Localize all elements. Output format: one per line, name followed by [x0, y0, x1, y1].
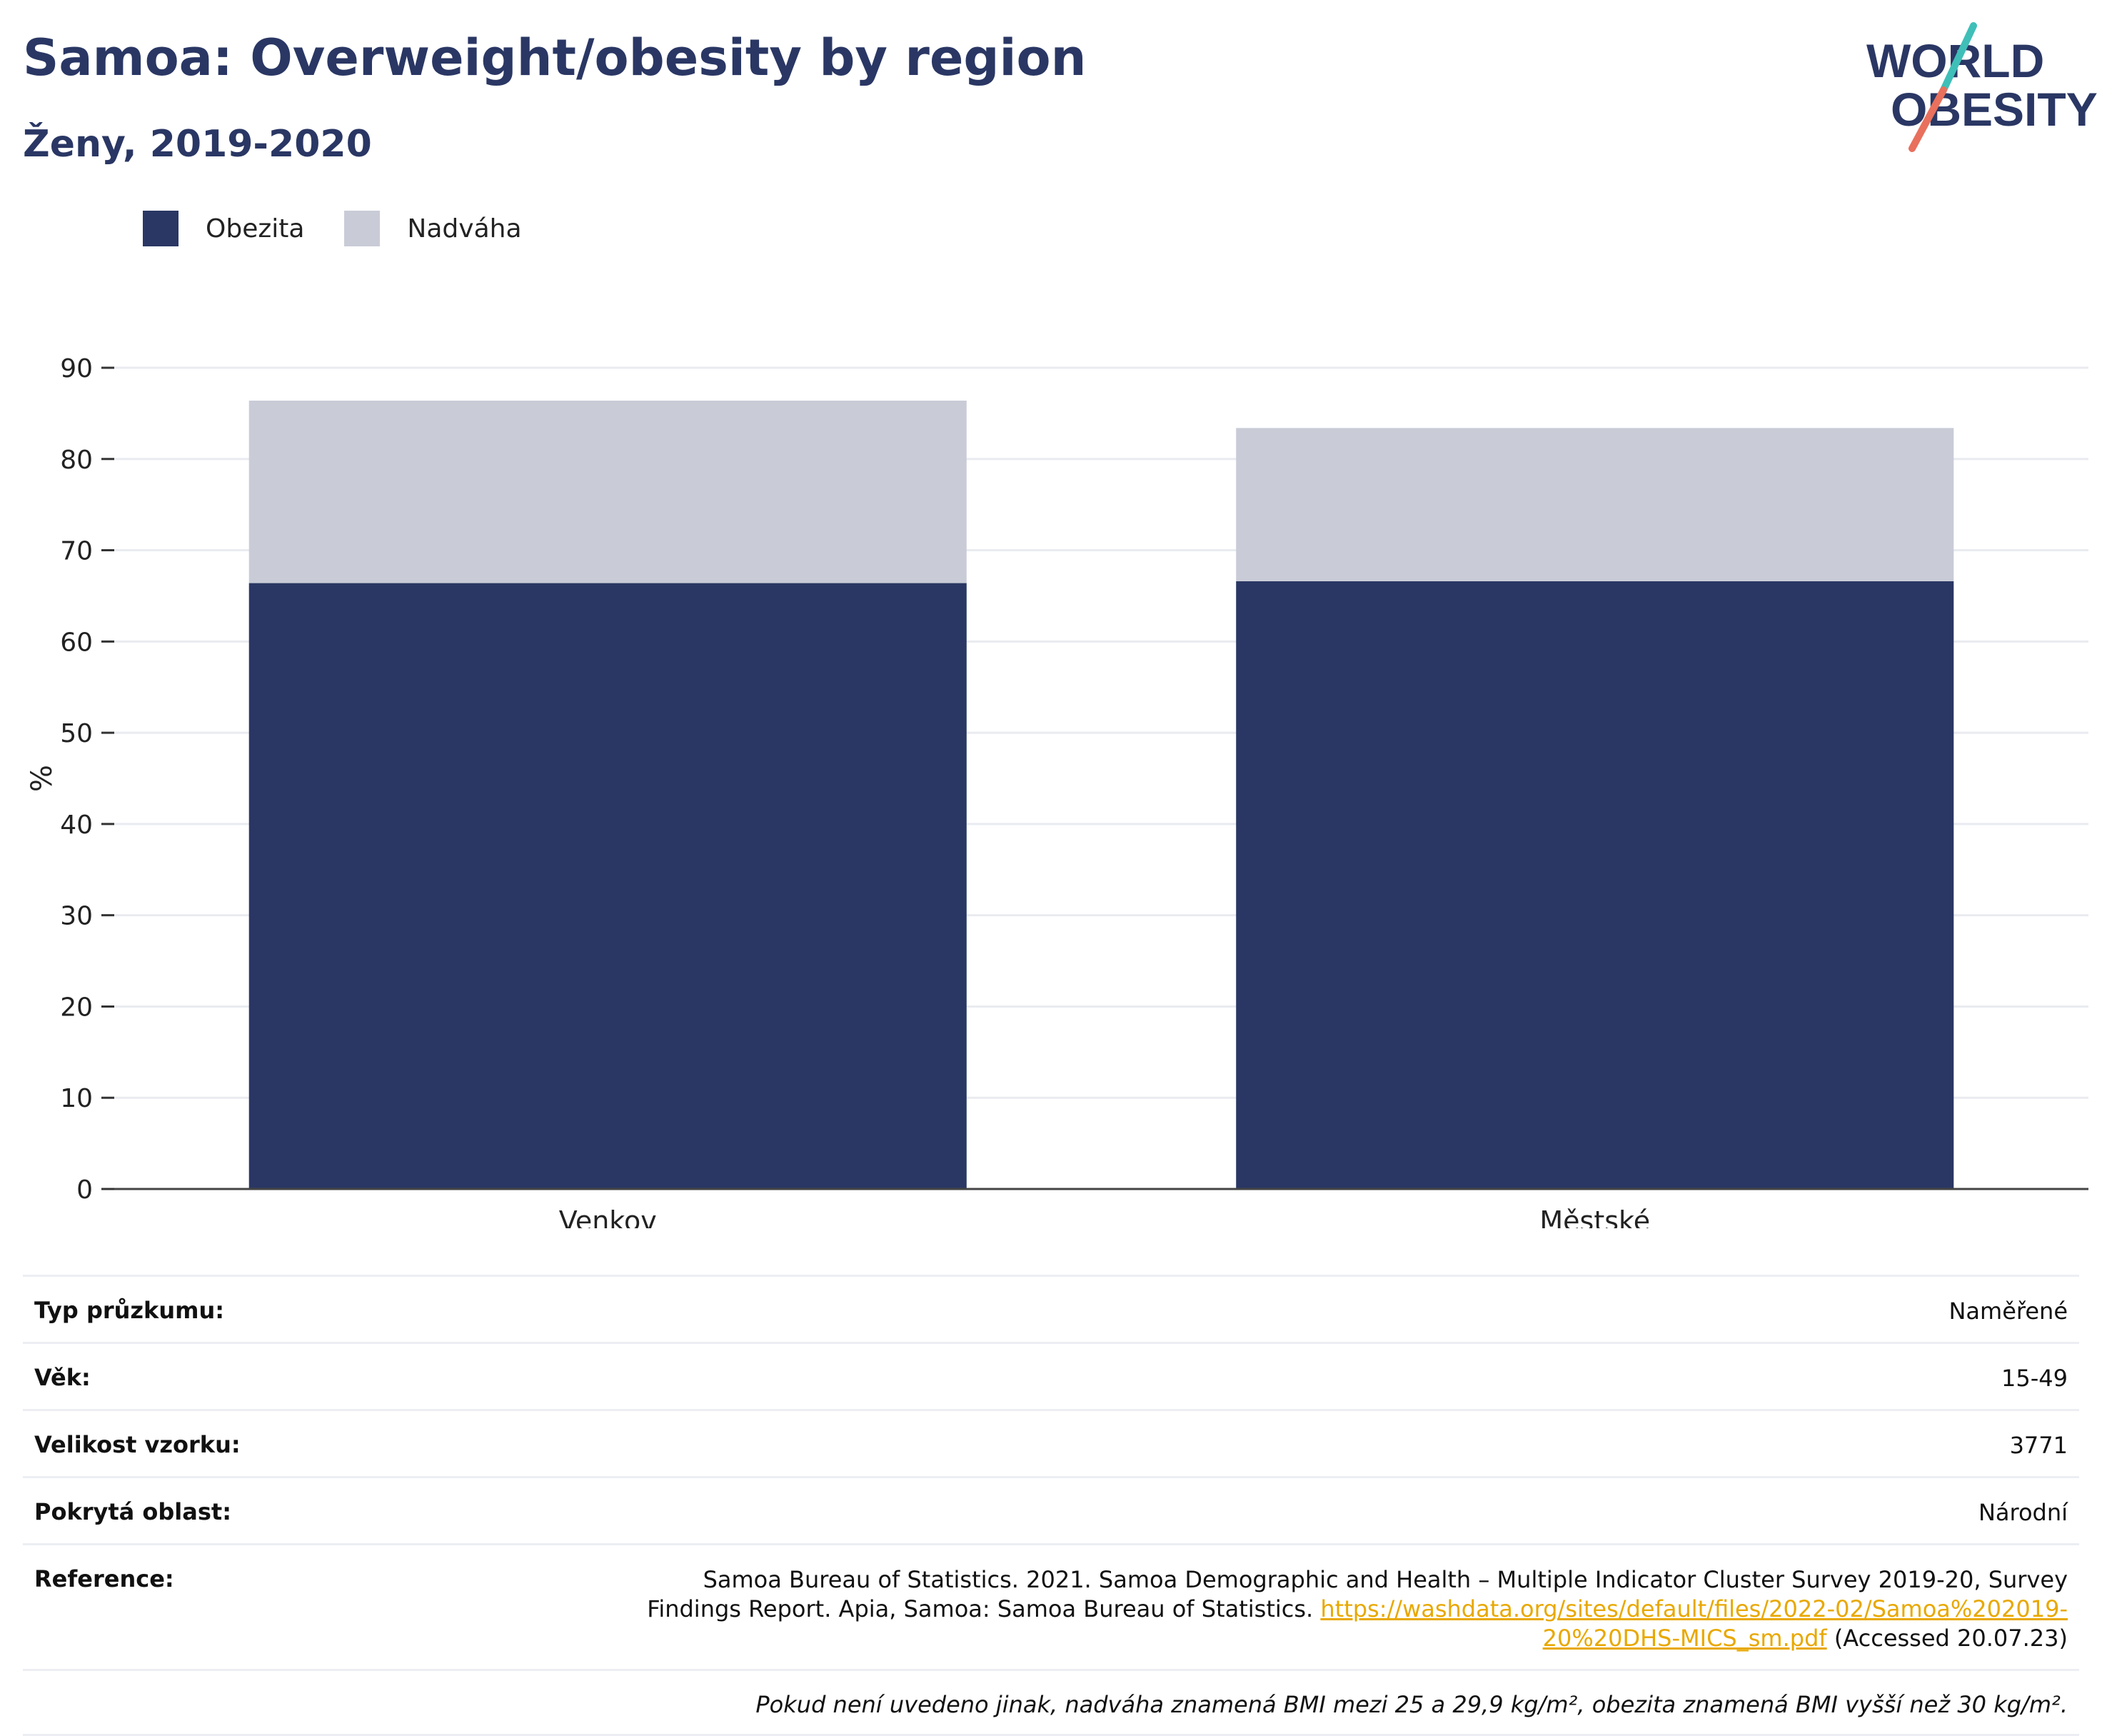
x-tick-label-0: Venkov: [559, 1205, 657, 1228]
info-row-sample-size: Velikost vzorku: 3771: [23, 1409, 2079, 1476]
legend-item-nadvaha[interactable]: Nadváha: [344, 211, 522, 246]
sample-size-value: 3771: [2009, 1432, 2068, 1459]
age-value: 15-49: [2001, 1365, 2068, 1392]
legend-swatch-nadvaha: [344, 211, 381, 246]
bar-obezita-1[interactable]: [1236, 581, 1954, 1189]
axes: 0 10 20 30 40 50 60 70 80 90% Venkov Městské: [26, 354, 2088, 1228]
x-tick-label-1: Městské: [1539, 1205, 1650, 1228]
y-tick-label-60: 60: [60, 628, 93, 657]
reference-value: Samoa Bureau of Statistics. 2021. Samoa …: [604, 1565, 2068, 1653]
bmi-note: Pokud není uvedeno jinak, nadváha znamen…: [755, 1691, 2068, 1718]
bar-nadvaha-0[interactable]: [248, 401, 967, 583]
reference-accessed: (Accessed 20.07.23): [1834, 1625, 2068, 1652]
survey-info-table: Typ průzkumu: Naměřené Věk: 15-49 Veliko…: [23, 1275, 2079, 1736]
info-row-age: Věk: 15-49: [23, 1342, 2079, 1409]
area-value: Národní: [1978, 1499, 2068, 1526]
legend-swatch-obezita: [143, 211, 178, 246]
y-tick-label-80: 80: [60, 446, 93, 475]
info-row-note: Pokud není uvedeno jinak, nadváha znamen…: [23, 1669, 2079, 1736]
stacked-bar-chart: 0 10 20 30 40 50 60 70 80 90% Venkov Městské: [26, 354, 2088, 1228]
survey-type-value: Naměřené: [1948, 1298, 2068, 1325]
bar-obezita-0[interactable]: [248, 583, 967, 1189]
bars: [248, 401, 1954, 1189]
world-obesity-logo: WORLD OBESITY: [1866, 22, 2098, 152]
y-tick-label-40: 40: [60, 811, 93, 840]
reference-link[interactable]: https://washdata.org/sites/default/files…: [1320, 1595, 2068, 1652]
chart-subtitle: Ženy, 2019-2020: [23, 123, 372, 166]
legend-label-obezita: Obezita: [206, 214, 305, 244]
survey-type-label: Typ průzkumu:: [34, 1297, 225, 1324]
area-label: Pokrytá oblast:: [34, 1498, 231, 1525]
y-tick-label-90: 90: [60, 354, 93, 383]
bar-nadvaha-1[interactable]: [1236, 428, 1954, 581]
info-row-survey-type: Typ průzkumu: Naměřené: [23, 1275, 2079, 1342]
chart-legend: Obezita Nadváha: [143, 211, 562, 246]
legend-label-nadvaha: Nadváha: [407, 214, 522, 244]
legend-item-obezita[interactable]: Obezita: [143, 211, 304, 246]
logo-slash-teal: [1940, 22, 1977, 94]
y-tick-label-0: 0: [76, 1175, 93, 1205]
logo-slash-coral: [1909, 86, 1947, 152]
age-label: Věk:: [34, 1364, 91, 1391]
y-tick-label-50: 50: [60, 719, 93, 748]
y-tick-label-10: 10: [60, 1084, 93, 1113]
y-tick-label-30: 30: [60, 902, 93, 931]
y-axis-title: %: [26, 765, 59, 792]
info-row-reference: Reference: Samoa Bureau of Statistics. 2…: [23, 1543, 2079, 1669]
reference-label: Reference:: [34, 1565, 174, 1592]
info-row-area: Pokrytá oblast: Národní: [23, 1476, 2079, 1543]
y-tick-label-70: 70: [60, 537, 93, 566]
chart-title: Samoa: Overweight/obesity by region: [23, 29, 1087, 87]
y-tick-label-20: 20: [60, 993, 93, 1022]
sample-size-label: Velikost vzorku:: [34, 1431, 241, 1458]
reference-text: Samoa Bureau of Statistics. 2021. Samoa …: [647, 1566, 2068, 1622]
